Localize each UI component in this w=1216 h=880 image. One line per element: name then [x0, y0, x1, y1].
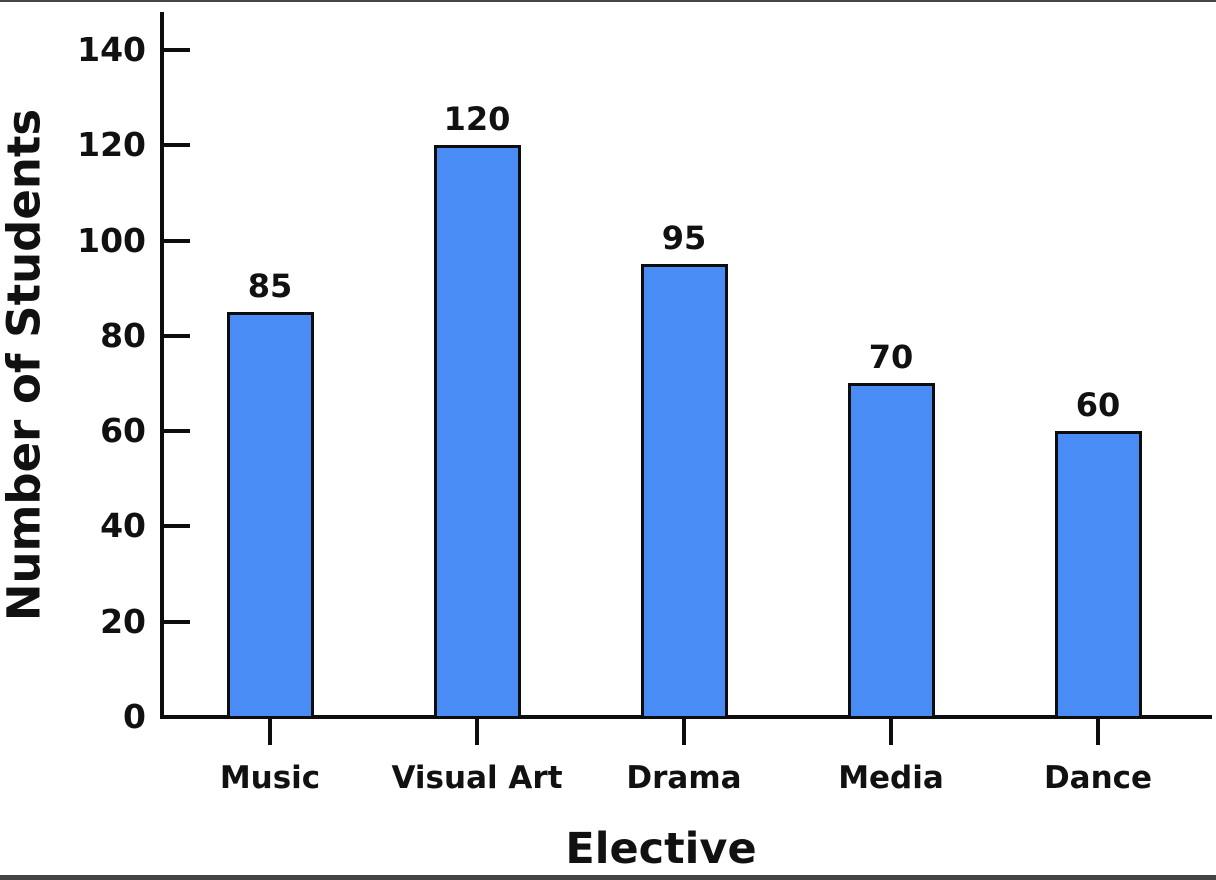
y-tick-label: 0	[123, 697, 146, 736]
x-tick-mark	[1096, 719, 1100, 745]
x-tick-label: Visual Art	[391, 760, 563, 796]
x-tick-mark	[475, 719, 479, 745]
y-tick-mark	[164, 524, 190, 529]
y-tick-label: 140	[77, 29, 146, 69]
bar-value-label: 60	[1075, 386, 1121, 425]
x-tick-label: Dance	[1043, 760, 1153, 796]
x-tick-mark	[682, 719, 686, 745]
y-tick-label: 60	[100, 411, 146, 451]
y-tick-mark	[164, 143, 190, 148]
x-tick-mark	[268, 719, 272, 745]
bar-value-label: 120	[443, 100, 511, 139]
scan-edge-top	[0, 0, 1216, 2]
y-tick-mark	[164, 715, 190, 719]
scan-edge-bottom	[0, 875, 1216, 880]
y-tick-mark	[164, 429, 190, 434]
bar-music	[226, 312, 314, 719]
y-tick-mark	[164, 238, 190, 243]
bar-visual-art	[433, 145, 521, 719]
y-tick-label: 80	[100, 315, 146, 355]
y-axis-line	[160, 12, 164, 719]
y-tick-mark	[164, 47, 190, 52]
bar-drama	[640, 264, 728, 719]
x-tick-mark	[889, 719, 893, 745]
x-tick-label: Drama	[626, 760, 742, 796]
bar-value-label: 85	[247, 267, 293, 306]
bar-dance	[1054, 431, 1142, 719]
y-tick-mark	[164, 619, 190, 624]
bar-value-label: 70	[868, 338, 914, 377]
y-tick-label: 40	[100, 506, 146, 546]
y-tick-mark	[164, 333, 190, 338]
bar-value-label: 95	[661, 219, 707, 258]
x-tick-label: Media	[838, 760, 944, 796]
y-tick-label: 120	[77, 125, 146, 165]
y-tick-label: 20	[100, 601, 146, 641]
x-axis-title: Elective	[565, 824, 757, 874]
bar-media	[847, 383, 935, 719]
x-tick-label: Music	[219, 760, 321, 796]
y-tick-label: 100	[77, 220, 146, 260]
